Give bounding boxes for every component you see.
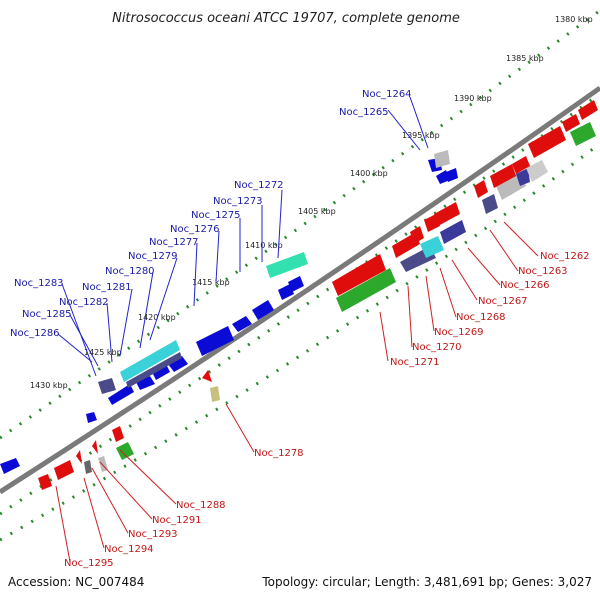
- scale-tick-label: 1430 kbp: [30, 381, 68, 390]
- reverse-gene-labels: Noc_1262 Noc_1263 Noc_1266 Noc_1267 Noc_…: [64, 251, 590, 569]
- gene-block: [420, 236, 444, 258]
- gene-arrow: [528, 126, 566, 158]
- gene-block: [526, 160, 548, 182]
- gene-arrow: [54, 460, 74, 480]
- scale-ticks: 1380 kbp 1385 kbp 1390 kbp 1395 kbp 1400…: [30, 15, 593, 390]
- gene-label-noc-1295: Noc_1295: [64, 558, 114, 569]
- gene-block: [570, 122, 596, 146]
- gene-block: [336, 268, 396, 312]
- scale-tick-label: 1385 kbp: [506, 54, 544, 63]
- gene-label-noc-1263: Noc_1263: [518, 266, 568, 277]
- gene-label-noc-1272: Noc_1272: [234, 180, 284, 191]
- gene-label-noc-1266: Noc_1266: [500, 280, 550, 291]
- gene-arrow: [152, 364, 170, 380]
- gene-arrow: [434, 202, 460, 226]
- gene-arrow: [410, 226, 424, 244]
- forward-leaders: [57, 96, 429, 377]
- gene-label-noc-1282: Noc_1282: [59, 297, 109, 308]
- gene-label-noc-1278: Noc_1278: [254, 448, 304, 459]
- gene-label-noc-1273: Noc_1273: [213, 196, 263, 207]
- gene-arrow: [76, 450, 82, 464]
- gene-block: [84, 460, 92, 474]
- gene-label-noc-1291: Noc_1291: [152, 515, 202, 526]
- gene-arrow: [490, 164, 516, 188]
- gene-arrow: [252, 300, 274, 320]
- map-title: Nitrosococcus oceani ATCC 19707, complet…: [112, 11, 460, 26]
- gene-block: [126, 352, 182, 388]
- gene-label-noc-1265: Noc_1265: [339, 107, 389, 118]
- gene-block: [116, 442, 134, 460]
- scale-tick-label: 1380 kbp: [555, 15, 593, 24]
- gene-arrow: [168, 356, 188, 372]
- gene-arrow: [196, 326, 234, 356]
- gene-label-noc-1264: Noc_1264: [362, 89, 412, 100]
- scale-tick-label: 1420 kbp: [138, 313, 176, 322]
- gene-arrow: [278, 284, 294, 300]
- gene-arrow: [202, 370, 212, 382]
- scale-tick-label: 1405 kbp: [298, 207, 336, 216]
- gene-label-noc-1288: Noc_1288: [176, 500, 226, 511]
- gene-label-noc-1285: Noc_1285: [22, 309, 72, 320]
- gene-label-noc-1270: Noc_1270: [412, 342, 462, 353]
- gene-arrow: [474, 180, 488, 198]
- scale-tick-label: 1415 kbp: [192, 278, 230, 287]
- gene-arrow: [108, 384, 134, 405]
- gene-block: [210, 386, 220, 402]
- forward-genes: [0, 158, 458, 474]
- gene-arrow: [0, 458, 20, 474]
- gene-arrow: [38, 474, 52, 490]
- scale-tick-label: 1390 kbp: [454, 94, 492, 103]
- gene-label-noc-1283: Noc_1283: [14, 278, 64, 289]
- gene-label-noc-1275: Noc_1275: [191, 210, 241, 221]
- gene-label-noc-1293: Noc_1293: [128, 529, 178, 540]
- gene-label-noc-1294: Noc_1294: [104, 544, 154, 555]
- gene-arrow: [136, 376, 155, 390]
- scale-tick-label: 1395 kbp: [402, 131, 440, 140]
- gene-label-noc-1267: Noc_1267: [478, 296, 528, 307]
- gene-label-noc-1277: Noc_1277: [149, 237, 199, 248]
- gene-block: [120, 340, 180, 382]
- reverse-leaders: [55, 221, 539, 563]
- gene-block: [434, 150, 450, 168]
- gene-label-noc-1281: Noc_1281: [82, 282, 132, 293]
- gene-arrow: [92, 440, 98, 454]
- gene-label-noc-1268: Noc_1268: [456, 312, 506, 323]
- gene-block: [98, 378, 116, 394]
- gene-label-noc-1262: Noc_1262: [540, 251, 590, 262]
- other-genes: [84, 122, 596, 474]
- gene-arrow: [232, 316, 252, 332]
- gene-label-noc-1286: Noc_1286: [10, 328, 60, 339]
- gene-label-noc-1276: Noc_1276: [170, 224, 220, 235]
- gene-block: [482, 194, 498, 214]
- gene-arrow: [332, 254, 386, 296]
- genome-summary-text: Topology: circular; Length: 3,481,691 bp…: [261, 575, 592, 589]
- gene-arrow: [446, 168, 458, 182]
- gene-label-noc-1279: Noc_1279: [128, 251, 178, 262]
- scale-tick-label: 1400 kbp: [350, 169, 388, 178]
- gene-block: [440, 220, 466, 244]
- inner-dotted-ring: [0, 143, 599, 542]
- gene-arrow: [562, 114, 580, 132]
- reverse-genes: [38, 100, 598, 490]
- gene-arrow: [512, 156, 530, 174]
- gene-block: [266, 252, 308, 278]
- gene-label-noc-1269: Noc_1269: [434, 327, 484, 338]
- genome-backbone: [0, 85, 600, 495]
- forward-gene-labels: Noc_1264 Noc_1265 Noc_1272 Noc_1273 Noc_…: [10, 89, 412, 339]
- accession-text: Accession: NC_007484: [8, 575, 144, 589]
- gene-arrow: [578, 100, 598, 120]
- gene-arrow: [288, 276, 304, 292]
- outer-dotted-ring: [0, 10, 599, 440]
- gene-arrow: [112, 426, 124, 442]
- gene-label-noc-1271: Noc_1271: [390, 357, 440, 368]
- scale-tick-label: 1425 kbp: [84, 348, 122, 357]
- middle-dotted-ring: [0, 93, 599, 516]
- gene-label-noc-1280: Noc_1280: [105, 266, 155, 277]
- scale-tick-label: 1410 kbp: [245, 241, 283, 250]
- gene-block: [516, 168, 530, 186]
- gene-arrow: [86, 412, 97, 423]
